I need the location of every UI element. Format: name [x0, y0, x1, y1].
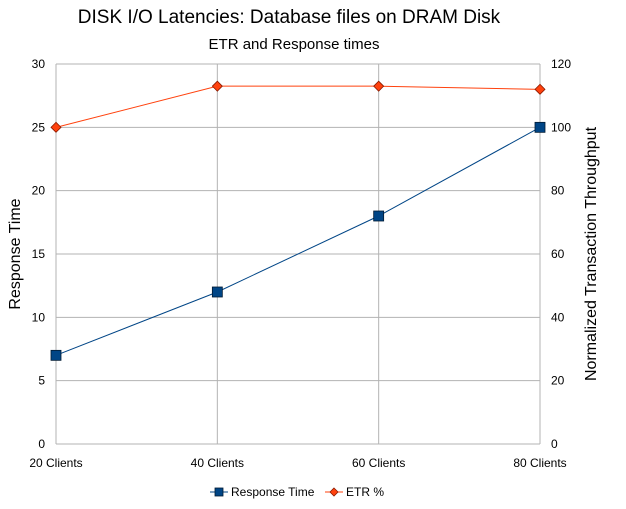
- right-axis-title: Normalized Transaction Throughput: [583, 126, 600, 381]
- chart-title: DISK I/O Latencies: Database files on DR…: [78, 7, 501, 28]
- legend-item: ETR %: [325, 485, 384, 499]
- data-point: [373, 80, 385, 92]
- right-axis-ticks: 0 20 40 60 80 100 120: [551, 57, 571, 451]
- left-axis-ticks: 0 5 10 15 20 25 30: [32, 57, 46, 451]
- series-response-time: [50, 121, 546, 361]
- left-tick-label: 5: [38, 374, 45, 388]
- data-point: [373, 210, 385, 222]
- left-tick-label: 0: [38, 437, 45, 451]
- right-tick-label: 40: [551, 310, 565, 324]
- legend: Response Time ETR %: [210, 485, 384, 499]
- data-point: [211, 80, 223, 92]
- x-axis-ticks: 20 Clients 40 Clients 60 Clients 80 Clients: [29, 456, 566, 470]
- x-tick-label: 60 Clients: [352, 456, 405, 470]
- series-etr: [50, 80, 546, 133]
- data-point: [534, 121, 546, 133]
- left-tick-label: 30: [32, 57, 46, 71]
- series-line: [55, 85, 541, 128]
- legend-label: Response Time: [231, 485, 315, 499]
- series-layer: [50, 80, 546, 361]
- x-tick-label: 40 Clients: [191, 456, 244, 470]
- left-tick-label: 15: [32, 247, 46, 261]
- data-point: [50, 349, 62, 361]
- series-line: [55, 126, 541, 356]
- data-point: [534, 83, 546, 95]
- left-tick-label: 25: [32, 120, 46, 134]
- right-tick-label: 120: [551, 57, 571, 71]
- left-tick-label: 20: [32, 184, 46, 198]
- left-tick-label: 10: [32, 310, 46, 324]
- legend-label: ETR %: [346, 485, 384, 499]
- left-axis-title: Response Time: [7, 198, 24, 309]
- x-tick-label: 20 Clients: [29, 456, 82, 470]
- x-tick-label: 80 Clients: [513, 456, 566, 470]
- right-tick-label: 100: [551, 120, 571, 134]
- data-point: [50, 121, 62, 133]
- right-tick-label: 80: [551, 184, 565, 198]
- chart-subtitle: ETR and Response times: [209, 36, 380, 53]
- data-point: [211, 286, 223, 298]
- right-tick-label: 0: [551, 437, 558, 451]
- legend-item: Response Time: [210, 485, 315, 499]
- legend-marker: [214, 487, 224, 497]
- legend-marker: [329, 487, 339, 497]
- right-tick-label: 60: [551, 247, 565, 261]
- right-tick-label: 20: [551, 374, 565, 388]
